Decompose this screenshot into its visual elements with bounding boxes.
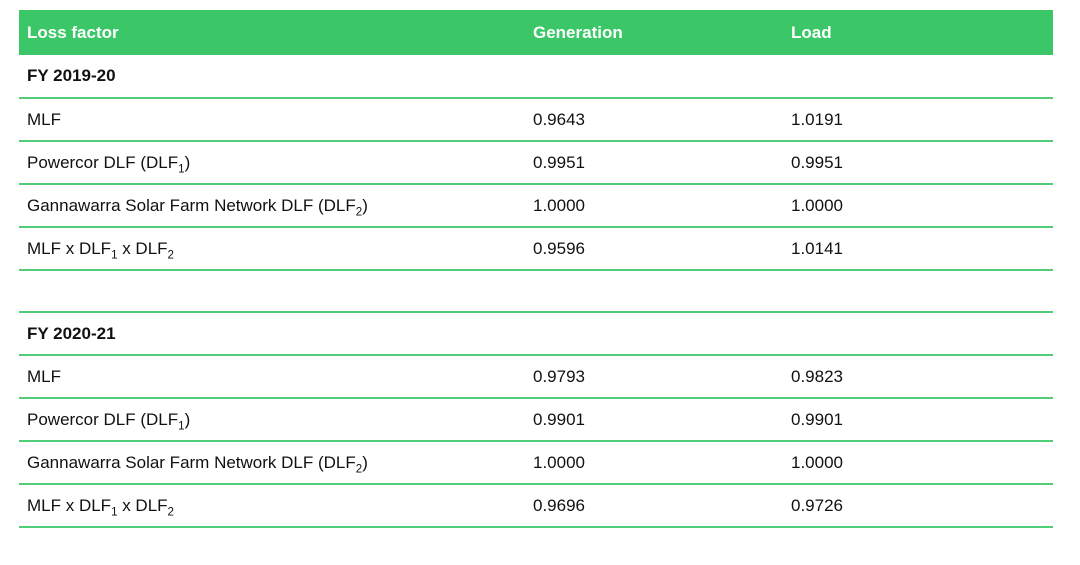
- document-page: Loss factor Generation Load FY 2019-20 ML…: [19, 10, 1053, 528]
- row-label: Powercor DLF (DLF1): [19, 141, 525, 184]
- row-label: MLF: [19, 355, 525, 398]
- label-text: ): [184, 152, 191, 172]
- generation-value: 1.0000: [525, 441, 783, 484]
- label-text: Powercor DLF (DLF: [27, 152, 179, 172]
- table-row: Gannawarra Solar Farm Network DLF (DLF2)…: [19, 184, 1053, 227]
- row-label: Gannawarra Solar Farm Network DLF (DLF2): [19, 441, 525, 484]
- section-row: FY 2019-20: [19, 55, 1053, 98]
- col-header-generation: Generation: [525, 10, 783, 55]
- spacer-row: [19, 270, 1053, 312]
- table-row: MLF x DLF1 x DLF2 0.9696 0.9726: [19, 484, 1053, 527]
- load-value: 1.0000: [783, 441, 1053, 484]
- load-value: 0.9823: [783, 355, 1053, 398]
- row-label: Gannawarra Solar Farm Network DLF (DLF2): [19, 184, 525, 227]
- col-header-loss-factor: Loss factor: [19, 10, 525, 55]
- label-text: ): [362, 195, 368, 215]
- generation-value: 0.9951: [525, 141, 783, 184]
- row-label: Powercor DLF (DLF1): [19, 398, 525, 441]
- table-row: MLF 0.9643 1.0191: [19, 98, 1053, 141]
- table-row: Powercor DLF (DLF1) 0.9901 0.9901: [19, 398, 1053, 441]
- section-title: FY 2019-20: [19, 55, 1053, 98]
- load-value: 1.0000: [783, 184, 1053, 227]
- label-subscript: 1: [178, 419, 185, 432]
- label-text: Gannawarra Solar Farm Network DLF (DLF: [27, 195, 356, 215]
- label-text: MLF: [27, 366, 61, 386]
- table-row: MLF x DLF1 x DLF2 0.9596 1.0141: [19, 227, 1053, 270]
- label-text: x DLF: [117, 495, 168, 515]
- label-subscript: 2: [167, 248, 174, 261]
- generation-value: 0.9596: [525, 227, 783, 270]
- label-text: ): [362, 452, 368, 472]
- load-value: 0.9901: [783, 398, 1053, 441]
- load-value: 1.0141: [783, 227, 1053, 270]
- table-row: MLF 0.9793 0.9823: [19, 355, 1053, 398]
- label-text: x DLF: [117, 238, 168, 258]
- label-text: ): [184, 409, 191, 429]
- section-row: FY 2020-21: [19, 312, 1053, 355]
- table-header: Loss factor Generation Load: [19, 10, 1053, 55]
- row-label: MLF x DLF1 x DLF2: [19, 484, 525, 527]
- generation-value: 0.9696: [525, 484, 783, 527]
- label-subscript: 2: [355, 205, 363, 218]
- label-subscript: 2: [167, 505, 174, 518]
- generation-value: 0.9793: [525, 355, 783, 398]
- header-row: Loss factor Generation Load: [19, 10, 1053, 55]
- load-value: 1.0191: [783, 98, 1053, 141]
- label-subscript: 2: [355, 462, 363, 475]
- label-text: MLF x DLF: [27, 495, 112, 515]
- section-title: FY 2020-21: [19, 312, 1053, 355]
- col-header-load: Load: [783, 10, 1053, 55]
- table-row: Gannawarra Solar Farm Network DLF (DLF2)…: [19, 441, 1053, 484]
- row-label: MLF: [19, 98, 525, 141]
- row-label: MLF x DLF1 x DLF2: [19, 227, 525, 270]
- label-subscript: 1: [111, 505, 118, 518]
- table-row: Powercor DLF (DLF1) 0.9951 0.9951: [19, 141, 1053, 184]
- label-text: MLF: [27, 109, 61, 129]
- generation-value: 1.0000: [525, 184, 783, 227]
- label-subscript: 1: [178, 162, 185, 175]
- generation-value: 0.9901: [525, 398, 783, 441]
- spacer-cell: [19, 270, 1053, 312]
- table-body: FY 2019-20 MLF 0.9643 1.0191 Powercor DLF (D…: [19, 55, 1053, 527]
- load-value: 0.9726: [783, 484, 1053, 527]
- loss-factor-table: Loss factor Generation Load FY 2019-20 ML…: [19, 10, 1053, 528]
- generation-value: 0.9643: [525, 98, 783, 141]
- load-value: 0.9951: [783, 141, 1053, 184]
- label-text: Gannawarra Solar Farm Network DLF (DLF: [27, 452, 356, 472]
- label-subscript: 1: [111, 248, 118, 261]
- label-text: MLF x DLF: [27, 238, 112, 258]
- label-text: Powercor DLF (DLF: [27, 409, 179, 429]
